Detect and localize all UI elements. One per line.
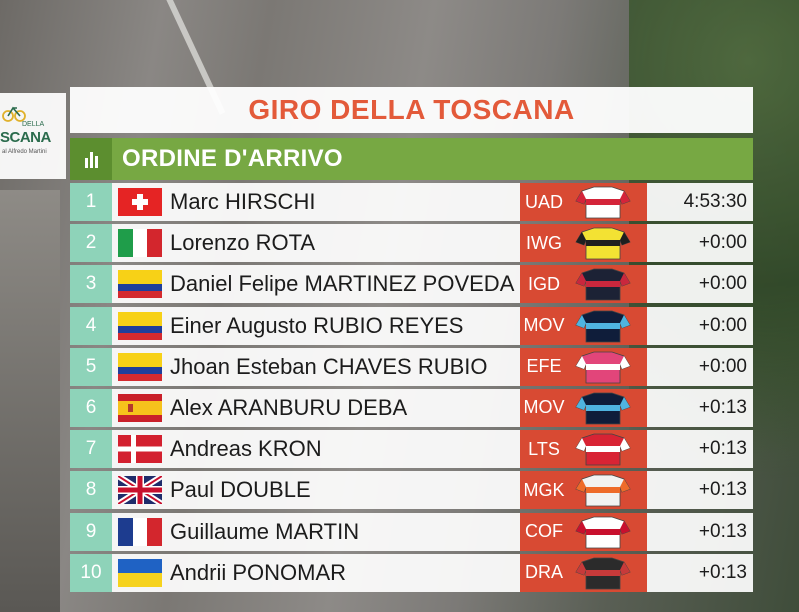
team-code: IWG xyxy=(526,232,562,253)
finish-time: +0:00 xyxy=(698,355,747,377)
finish-time: +0:13 xyxy=(698,520,747,542)
team-cell: LTS xyxy=(520,430,647,469)
finish-time: +0:13 xyxy=(698,479,747,501)
rider-name: Paul DOUBLE xyxy=(170,477,311,503)
team-jersey-icon xyxy=(574,226,632,260)
team-code: MOV xyxy=(523,315,565,336)
team-cell: IWG xyxy=(520,224,647,263)
team-cell: EFE xyxy=(520,347,647,386)
team-cell: DRA xyxy=(520,553,647,592)
rider-name: Marc HIRSCHI xyxy=(170,189,316,214)
team-code: EFE xyxy=(526,356,562,377)
logo-top-text: DELLA xyxy=(22,121,45,128)
rider-name: Jhoan Esteban CHAVES RUBIO xyxy=(170,353,488,379)
country-flag-icon xyxy=(118,229,162,258)
team-code: MOV xyxy=(523,397,565,418)
team-cell: COF xyxy=(520,512,647,551)
background-wall xyxy=(0,190,60,612)
finish-time: +0:13 xyxy=(698,438,747,460)
race-title: GIRO DELLA TOSCANA xyxy=(248,94,575,125)
bar-chart-icon xyxy=(70,138,112,180)
result-row: 9 Guillaume MARTIN COF +0:13 xyxy=(70,512,753,551)
country-flag-icon xyxy=(118,352,162,381)
team-jersey-icon xyxy=(574,432,632,466)
result-row: 5 Jhoan Esteban CHAVES RUBIO EFE +0:00 xyxy=(70,347,753,386)
logo-sub-text: al Alfredo Martini xyxy=(2,149,47,155)
finish-time: +0:00 xyxy=(698,232,747,254)
rider-name: Lorenzo ROTA xyxy=(170,230,316,256)
team-code: MGK xyxy=(523,479,565,500)
finish-time: +0:00 xyxy=(698,273,747,295)
country-flag-icon xyxy=(118,435,162,464)
country-flag-icon xyxy=(118,558,162,587)
team-cell: MOV xyxy=(520,306,647,345)
logo-main-text: SCANA xyxy=(0,129,51,146)
team-jersey-icon xyxy=(574,185,632,219)
team-jersey-icon xyxy=(574,515,632,549)
team-code: COF xyxy=(525,521,563,541)
country-flag-icon xyxy=(118,270,162,299)
team-code: LTS xyxy=(528,438,560,459)
team-jersey-icon xyxy=(574,391,632,425)
team-code: DRA xyxy=(524,562,563,583)
rider-name: Andreas KRON xyxy=(170,436,322,462)
country-flag-icon xyxy=(118,476,162,505)
team-cell: MGK xyxy=(520,471,647,510)
position-number: 8 xyxy=(70,471,112,510)
result-row: 8 Paul DOUBLE MGK +0:13 xyxy=(70,471,753,510)
result-row: 2 Lorenzo ROTA IWG +0:00 xyxy=(70,224,753,263)
result-row: 4 Einer Augusto RUBIO REYES MOV +0:00 xyxy=(70,306,753,345)
finish-time: +0:13 xyxy=(698,396,747,418)
position-number: 3 xyxy=(70,265,112,304)
position-number: 10 xyxy=(70,553,112,592)
result-row: 1 Marc HIRSCHI UAD 4:53:30 xyxy=(70,183,753,221)
team-jersey-icon xyxy=(574,267,632,301)
team-jersey-icon xyxy=(574,473,632,507)
result-row: 10 Andrii PONOMAR DRA +0:13 xyxy=(70,553,753,592)
position-number: 5 xyxy=(70,347,112,386)
results-heading: ORDINE D'ARRIVO xyxy=(122,145,343,172)
country-flag-icon xyxy=(118,517,162,546)
result-row: 6 Alex ARANBURU DEBA MOV +0:13 xyxy=(70,388,753,427)
country-flag-icon xyxy=(118,393,162,422)
team-jersey-icon xyxy=(574,556,632,590)
finish-time: 4:53:30 xyxy=(683,191,747,212)
rider-name: Guillaume MARTIN xyxy=(170,518,360,544)
finish-time: +0:00 xyxy=(698,314,747,336)
position-number: 2 xyxy=(70,224,112,263)
country-flag-icon xyxy=(118,188,162,216)
rider-name: Daniel Felipe MARTINEZ POVEDA xyxy=(170,271,515,297)
rider-name: Einer Augusto RUBIO REYES xyxy=(170,312,464,338)
results-table: 1 Marc HIRSCHI UAD 4:53:30 2 Lorenzo ROT… xyxy=(70,183,753,595)
rider-name: Alex ARANBURU DEBA xyxy=(170,394,408,420)
team-code: UAD xyxy=(524,191,563,212)
country-flag-icon xyxy=(118,311,162,340)
team-code: IGD xyxy=(527,273,560,294)
position-number: 6 xyxy=(70,388,112,427)
position-number: 4 xyxy=(70,306,112,345)
team-cell: IGD xyxy=(520,265,647,304)
finish-time: +0:13 xyxy=(698,561,747,583)
team-jersey-icon xyxy=(574,350,632,384)
results-header: ORDINE D'ARRIVO xyxy=(70,138,753,180)
race-title-banner: GIRO DELLA TOSCANA xyxy=(70,87,753,133)
team-cell: UAD xyxy=(520,183,647,221)
position-number: 7 xyxy=(70,430,112,469)
position-number: 9 xyxy=(70,512,112,551)
bicycle-icon xyxy=(2,106,26,122)
result-row: 3 Daniel Felipe MARTINEZ POVEDA IGD +0:0… xyxy=(70,265,753,304)
team-cell: MOV xyxy=(520,388,647,427)
race-logo: DELLA SCANA al Alfredo Martini xyxy=(0,93,66,179)
result-row: 7 Andreas KRON LTS +0:13 xyxy=(70,430,753,469)
position-number: 1 xyxy=(70,183,112,221)
team-jersey-icon xyxy=(574,309,632,343)
rider-name: Andrii PONOMAR xyxy=(170,559,347,585)
